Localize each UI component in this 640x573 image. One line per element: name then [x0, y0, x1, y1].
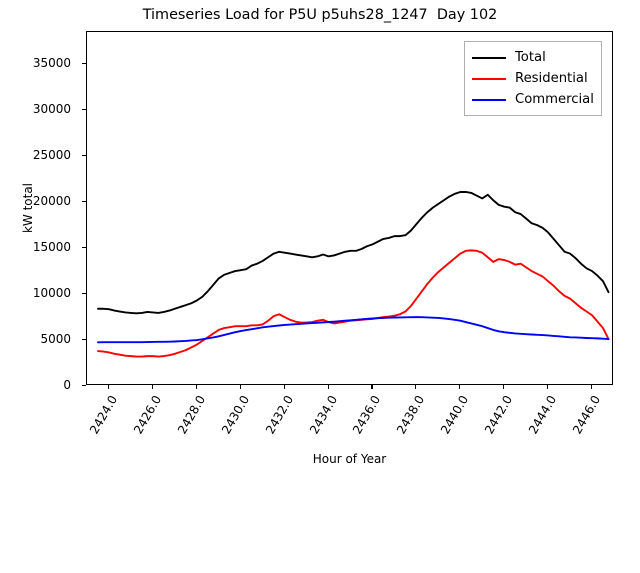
x-axis-tick-mark	[151, 385, 153, 389]
y-axis-tick-mark	[82, 385, 86, 387]
y-axis-tick-label: 20000	[32, 194, 71, 209]
series-line-total	[97, 191, 610, 315]
x-axis-label: Hour of Year	[312, 452, 387, 466]
legend-item-commercial: Commercial	[472, 89, 594, 110]
x-axis-tick-mark	[195, 385, 197, 389]
chart-legend: Total Residential Commercial	[464, 41, 602, 116]
series-line-commercial	[97, 316, 610, 344]
y-axis-tick-label: 5000	[40, 332, 71, 347]
chart-title: Timeseries Load for P5U p5uhs28_1247 Day…	[142, 7, 498, 23]
y-axis-tick-mark	[82, 63, 86, 65]
legend-label-total: Total	[515, 50, 546, 65]
y-axis-tick-label: 10000	[32, 286, 71, 301]
legend-swatch-residential	[472, 77, 506, 80]
x-axis-tick-mark	[459, 385, 461, 389]
x-axis-tick-mark	[283, 385, 285, 389]
legend-item-total: Total	[472, 47, 594, 68]
x-axis-tick-mark	[107, 385, 110, 389]
x-axis-tick-mark	[415, 385, 417, 389]
legend-swatch-commercial	[472, 98, 506, 101]
matplotlib-figure: Timeseries Load for P5U p5uhs28_1247 Day…	[0, 7, 613, 466]
x-axis-tick-mark	[239, 385, 241, 389]
y-axis-tick-labels: 0 5000 10000 15000 20000 25000 30000 35000	[0, 31, 79, 392]
legend-label-residential: Residential	[515, 71, 588, 86]
x-axis-tick-mark	[371, 385, 373, 389]
x-axis-tick-mark	[327, 385, 329, 389]
legend-label-commercial: Commercial	[515, 92, 594, 107]
y-axis-tick-mark	[82, 339, 86, 341]
x-axis-tick-mark	[591, 385, 593, 389]
plot-lines	[97, 191, 610, 358]
y-axis-tick-mark	[82, 155, 86, 157]
legend-item-residential: Residential	[472, 68, 594, 89]
y-axis-tick-label: 35000	[32, 56, 71, 71]
y-axis-tick-label: 15000	[32, 240, 71, 255]
y-axis-tick-label: 25000	[32, 148, 71, 163]
y-axis-tick-label: 0	[63, 378, 71, 392]
y-axis-tick-mark	[82, 109, 86, 111]
x-axis-tick-mark	[547, 385, 549, 389]
x-axis-tick-mark	[503, 385, 505, 389]
y-axis-tick-mark	[82, 293, 86, 295]
y-axis-tick-mark	[82, 201, 86, 203]
legend-swatch-total	[472, 56, 506, 59]
y-axis-tick-label: 30000	[32, 102, 71, 117]
y-axis-tick-mark	[82, 247, 86, 249]
